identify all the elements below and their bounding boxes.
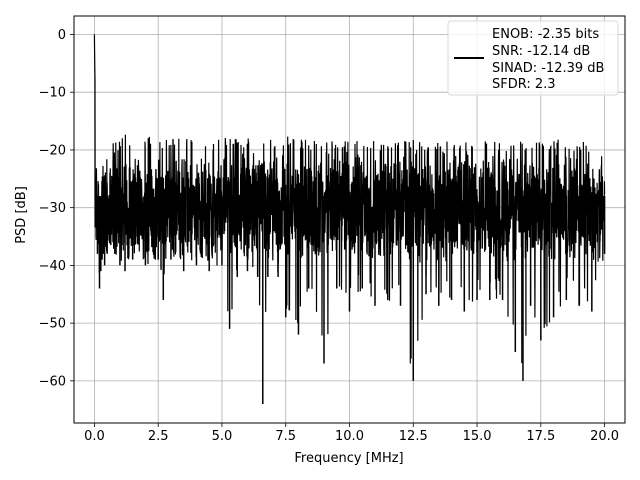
y-tick-label: −10 [39, 86, 66, 101]
y-tick-label: −50 [39, 317, 66, 332]
y-tick-label: −20 [39, 143, 66, 158]
x-tick-label: 7.5 [275, 429, 296, 444]
y-tick-label: 0 [58, 28, 66, 43]
y-tick-label: −60 [39, 374, 66, 389]
x-tick-label: 15.0 [463, 429, 492, 444]
y-axis-label: PSD [dB] [14, 186, 29, 244]
legend: ENOB: -2.35 bits SNR: -12.14 dB SINAD: -… [447, 20, 619, 96]
y-tick-label: −40 [39, 259, 66, 274]
x-tick-label: 2.5 [148, 429, 169, 444]
legend-entry-line-2: SNR: -12.14 dB [492, 44, 590, 59]
x-tick-label: 5.0 [212, 429, 233, 444]
y-axis: 0 −10 −20 −30 −40 −50 −60 [39, 28, 74, 389]
y-tick-label: −30 [39, 201, 66, 216]
x-tick-label: 0.0 [84, 429, 105, 444]
x-axis: 0.0 2.5 5.0 7.5 10.0 12.5 15.0 17.5 20.0 [84, 423, 619, 444]
x-tick-label: 20.0 [590, 429, 619, 444]
x-tick-label: 10.0 [335, 429, 364, 444]
x-tick-label: 12.5 [399, 429, 428, 444]
legend-entry-line-1: ENOB: -2.35 bits [492, 27, 599, 42]
x-tick-label: 17.5 [526, 429, 555, 444]
legend-box [447, 20, 619, 96]
legend-entry-line-3: SINAD: -12.39 dB [492, 61, 604, 76]
x-axis-label: Frequency [MHz] [294, 451, 403, 466]
psd-trace [93, 34, 606, 404]
legend-entry-line-4: SFDR: 2.3 [492, 77, 556, 92]
